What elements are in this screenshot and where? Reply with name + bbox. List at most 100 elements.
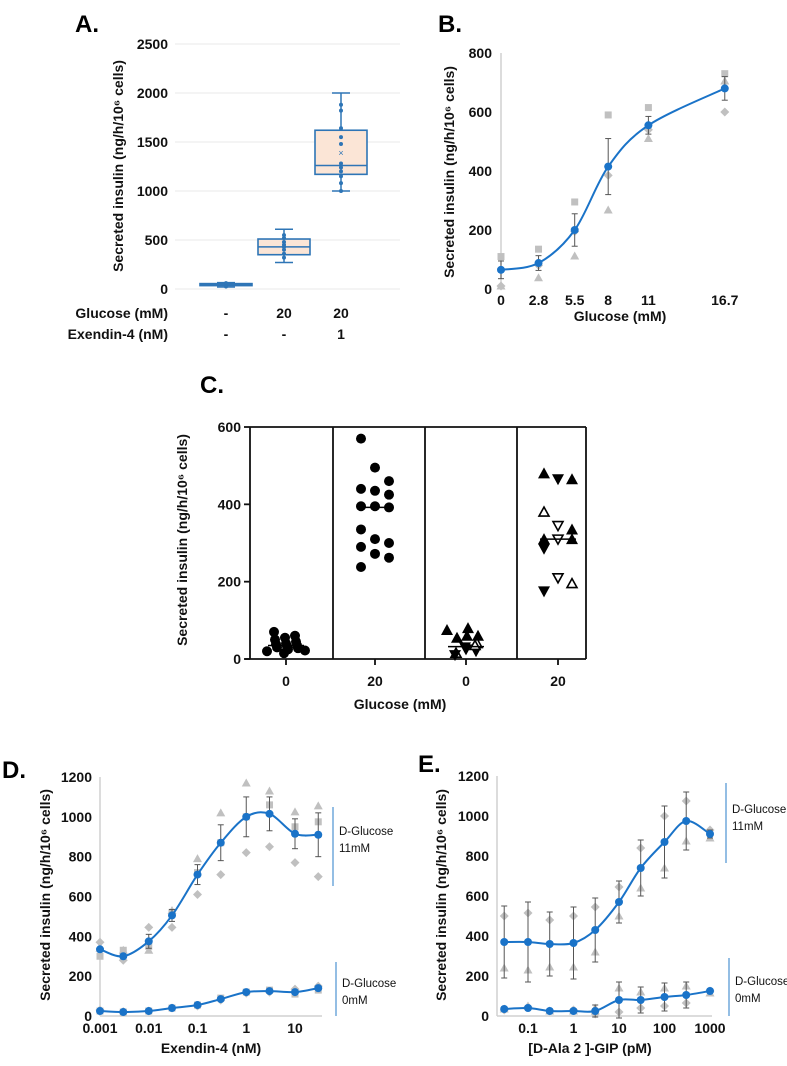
x-axis-title: Glucose (mM) — [574, 308, 667, 324]
x-tick-label: 11 — [641, 292, 656, 308]
mean-point — [265, 987, 274, 996]
y-tick-label: 400 — [69, 928, 93, 944]
data-point — [449, 650, 461, 662]
mean-point — [545, 940, 554, 948]
data-point — [370, 534, 380, 545]
mean-point — [545, 1007, 554, 1015]
data-point — [566, 473, 578, 485]
x-tick-label: 10 — [287, 1020, 303, 1036]
data-point — [282, 255, 286, 260]
series-label: 11mM — [732, 821, 763, 833]
replicate-diamond — [193, 890, 202, 900]
y-tick-label: 1200 — [458, 768, 489, 784]
condition-row-label: Glucose (mM) — [75, 305, 168, 321]
y-tick-label: 800 — [466, 848, 490, 864]
series-label: 11mM — [339, 843, 370, 855]
mean-point — [216, 838, 225, 847]
condition-value: 20 — [276, 305, 292, 321]
condition-row-label: Exendin-4 (nM) — [68, 326, 168, 342]
replicate-triangle — [241, 778, 251, 787]
y-tick-label: 1000 — [137, 183, 168, 199]
mean-point — [314, 830, 323, 839]
mean-point — [591, 1007, 600, 1015]
replicate-diamond — [144, 922, 154, 932]
mean-point — [291, 829, 299, 838]
replicate-square — [604, 111, 612, 119]
data-point — [339, 141, 343, 146]
condition-value: 1 — [337, 326, 345, 342]
replicate-diamond — [313, 872, 323, 882]
mean-point — [682, 991, 691, 999]
replicate-triangle — [290, 807, 300, 816]
x-tick-label: 1 — [242, 1020, 250, 1036]
data-point — [339, 189, 343, 193]
replicate-diamond — [496, 281, 506, 291]
x-tick-label: 16.7 — [711, 292, 738, 308]
x-tick-label: 1 — [570, 1020, 578, 1036]
group-2 — [356, 433, 394, 572]
y-tick-label: 1500 — [137, 134, 168, 150]
box-2: × — [257, 228, 311, 264]
replicate-square — [644, 104, 652, 112]
data-point — [282, 247, 286, 252]
replicate-square — [497, 253, 505, 261]
mean-point — [534, 259, 543, 268]
replicate-square — [721, 70, 729, 78]
mean-point — [569, 1007, 578, 1015]
data-point — [384, 489, 394, 500]
series-label: D-Glucose — [342, 978, 396, 990]
mean-point — [524, 1004, 532, 1012]
mean-point — [119, 952, 128, 961]
x-tick-label: 0.01 — [135, 1020, 162, 1036]
data-point — [552, 474, 564, 486]
y-tick-label: 1000 — [61, 809, 92, 825]
y-tick-label: 200 — [469, 222, 493, 238]
data-point — [339, 126, 343, 131]
mean-point — [242, 812, 251, 821]
y-tick-label: 200 — [218, 574, 242, 590]
series-d-glucose-11mm: D-Glucose 11mM — [499, 783, 786, 983]
replicate-triangle — [265, 786, 275, 795]
data-point — [538, 543, 550, 555]
data-point — [472, 629, 484, 641]
data-point — [384, 476, 394, 487]
data-point — [356, 501, 366, 512]
data-point — [538, 467, 550, 479]
y-tick-label: 600 — [466, 888, 490, 904]
data-point — [339, 169, 343, 174]
data-point — [270, 634, 280, 645]
x-tick-label: 10 — [611, 1020, 627, 1036]
data-point — [384, 552, 394, 563]
x-tick-label: 0 — [462, 673, 470, 689]
y-tick-label: 400 — [469, 163, 493, 179]
mean-point — [242, 988, 251, 997]
box-3: × — [314, 92, 368, 193]
mean-point — [591, 926, 600, 934]
replicate-diamond — [241, 848, 251, 858]
y-tick-label: 2500 — [137, 36, 168, 52]
replicate-triangle — [216, 808, 226, 817]
replicate-square — [119, 946, 127, 954]
replicate-diamond — [216, 870, 226, 880]
mean-point — [500, 938, 509, 946]
mean-marker: × — [338, 148, 343, 158]
data-point — [370, 462, 380, 473]
condition-value: - — [224, 305, 229, 321]
x-tick-label: 1000 — [694, 1020, 725, 1036]
series-line — [504, 819, 711, 946]
replicate-square — [535, 245, 543, 253]
x-axis-title: [D-Ala 2 ]-GIP (pM) — [528, 1040, 651, 1056]
group-1 — [262, 626, 310, 659]
condition-value: 20 — [333, 305, 349, 321]
replicate-diamond — [95, 937, 105, 947]
group-3 — [441, 622, 484, 662]
series-label: 0mM — [735, 993, 761, 1005]
y-axis-title: Secreted insulin (ng/h/10⁶ cells) — [441, 66, 457, 278]
data-point — [339, 181, 343, 186]
y-axis-title: Secreted insulin (ng/h/10⁶ cells) — [110, 60, 126, 272]
data-point — [565, 576, 579, 589]
y-tick-label: 0 — [84, 1008, 92, 1024]
data-point — [538, 586, 550, 598]
data-point — [339, 165, 343, 170]
y-tick-label: 1200 — [61, 769, 92, 785]
